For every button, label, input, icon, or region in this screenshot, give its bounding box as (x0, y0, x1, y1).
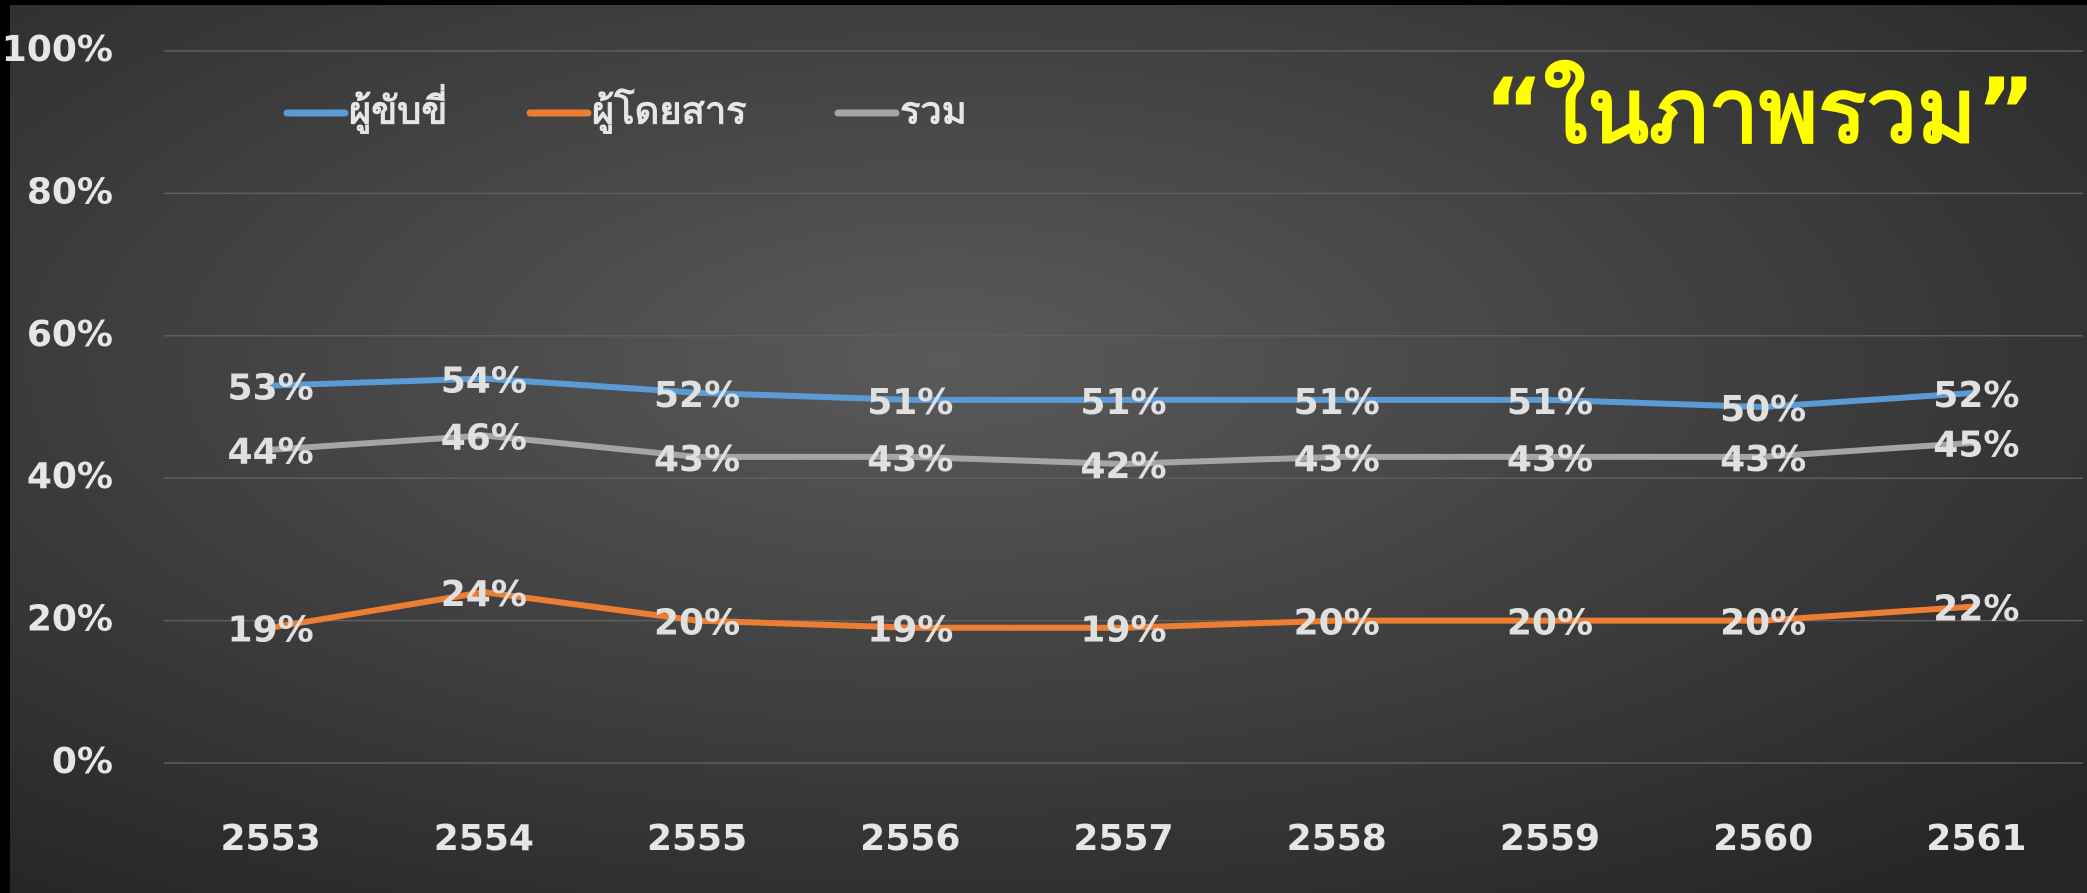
data-label: 51% (1507, 382, 1593, 423)
data-label: 51% (867, 382, 953, 423)
series-line (270, 375, 1977, 410)
data-label: 20% (1294, 603, 1380, 644)
data-label: 19% (1080, 610, 1166, 651)
data-label: 43% (654, 439, 740, 480)
data-label: 43% (1294, 439, 1380, 480)
x-tick-label: 2557 (1073, 818, 1173, 859)
data-label: 44% (228, 432, 314, 473)
data-label: 22% (1933, 588, 2019, 629)
data-label: 20% (654, 603, 740, 644)
legend-label: รวม (900, 89, 967, 133)
data-label: 19% (867, 610, 953, 651)
y-tick-label: 100% (2, 29, 113, 70)
data-label: 51% (1294, 382, 1380, 423)
data-label: 54% (441, 361, 527, 402)
legend-label: ผู้ขับขี่ (349, 84, 447, 135)
y-tick-label: 80% (27, 171, 113, 212)
data-label: 50% (1720, 389, 1806, 430)
data-label: 43% (867, 439, 953, 480)
data-label: 52% (654, 375, 740, 416)
x-tick-label: 2558 (1287, 818, 1387, 859)
legend-label: ผู้โดยสาร (592, 88, 747, 135)
y-tick-label: 40% (27, 456, 113, 497)
data-label: 43% (1720, 439, 1806, 480)
data-label: 20% (1507, 603, 1593, 644)
x-tick-label: 2554 (434, 818, 534, 859)
background (10, 5, 2087, 893)
x-tick-label: 2556 (860, 818, 960, 859)
y-tick-label: 60% (27, 314, 113, 355)
series-line (270, 432, 1977, 467)
data-label: 45% (1933, 425, 2019, 466)
x-tick-label: 2555 (647, 818, 747, 859)
data-label: 51% (1080, 382, 1166, 423)
x-tick-label: 2553 (221, 818, 321, 859)
data-label: 19% (228, 610, 314, 651)
y-tick-label: 0% (52, 741, 113, 782)
data-label: 24% (441, 574, 527, 615)
data-label: 43% (1507, 439, 1593, 480)
data-label: 52% (1933, 375, 2019, 416)
data-label: 53% (228, 368, 314, 409)
data-label: 20% (1720, 603, 1806, 644)
x-tick-label: 2559 (1500, 818, 1600, 859)
x-tick-label: 2561 (1926, 818, 2026, 859)
y-tick-label: 20% (27, 599, 113, 640)
x-tick-label: 2560 (1713, 818, 1813, 859)
data-label: 42% (1080, 446, 1166, 487)
data-label: 46% (441, 417, 527, 458)
series-line (270, 589, 1977, 631)
annotation: “ในภาพรวม” (1484, 59, 2035, 164)
